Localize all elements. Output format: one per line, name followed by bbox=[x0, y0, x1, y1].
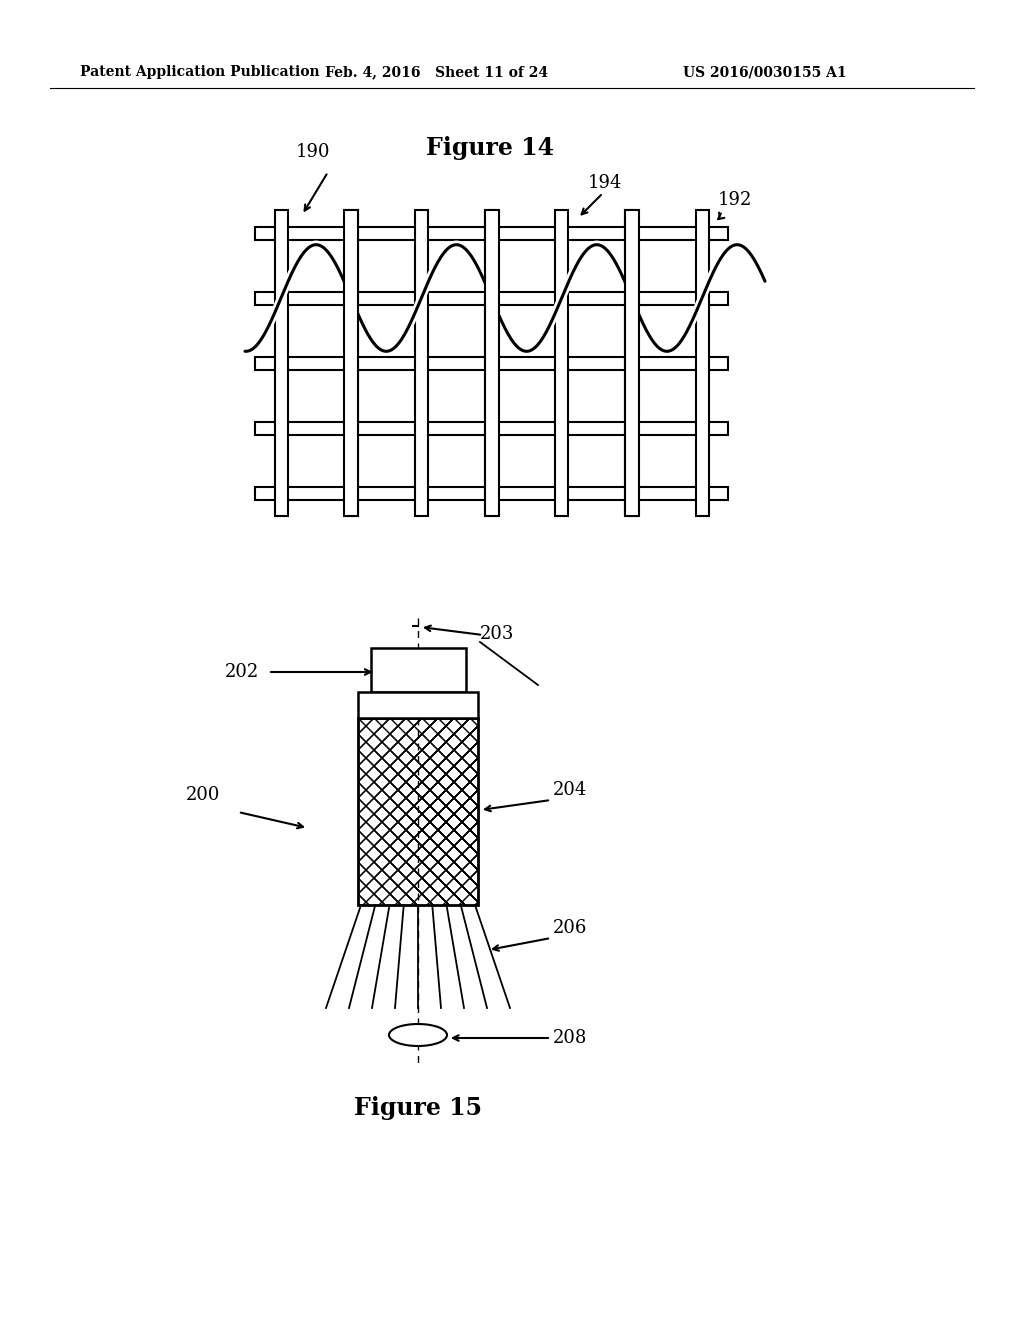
Bar bbox=[555, 210, 568, 516]
Text: 204: 204 bbox=[553, 781, 587, 799]
Bar bbox=[358, 718, 478, 906]
Text: 203: 203 bbox=[480, 624, 514, 643]
Text: Patent Application Publication: Patent Application Publication bbox=[80, 65, 319, 79]
Bar bbox=[255, 227, 728, 239]
Text: 206: 206 bbox=[553, 919, 588, 937]
Bar bbox=[274, 210, 288, 516]
Text: US 2016/0030155 A1: US 2016/0030155 A1 bbox=[683, 65, 847, 79]
Text: Feb. 4, 2016   Sheet 11 of 24: Feb. 4, 2016 Sheet 11 of 24 bbox=[326, 65, 549, 79]
Text: 192: 192 bbox=[718, 191, 753, 209]
Bar bbox=[255, 421, 728, 434]
Bar bbox=[358, 692, 478, 718]
Bar bbox=[485, 210, 498, 516]
Text: 202: 202 bbox=[225, 663, 259, 681]
Text: Figure 14: Figure 14 bbox=[426, 136, 554, 160]
Text: Figure 15: Figure 15 bbox=[354, 1096, 482, 1119]
Bar bbox=[255, 487, 728, 499]
Bar bbox=[345, 210, 357, 516]
Bar bbox=[344, 210, 358, 516]
Bar bbox=[695, 210, 709, 516]
Text: 200: 200 bbox=[186, 785, 220, 804]
Text: 208: 208 bbox=[553, 1030, 588, 1047]
Bar bbox=[626, 210, 638, 516]
Ellipse shape bbox=[389, 1024, 447, 1045]
Bar bbox=[255, 356, 728, 370]
Text: 190: 190 bbox=[296, 143, 331, 161]
Bar bbox=[484, 210, 499, 516]
Bar bbox=[255, 292, 728, 305]
Bar bbox=[415, 210, 428, 516]
Text: 194: 194 bbox=[588, 174, 623, 191]
Bar bbox=[371, 648, 466, 692]
Bar bbox=[625, 210, 639, 516]
